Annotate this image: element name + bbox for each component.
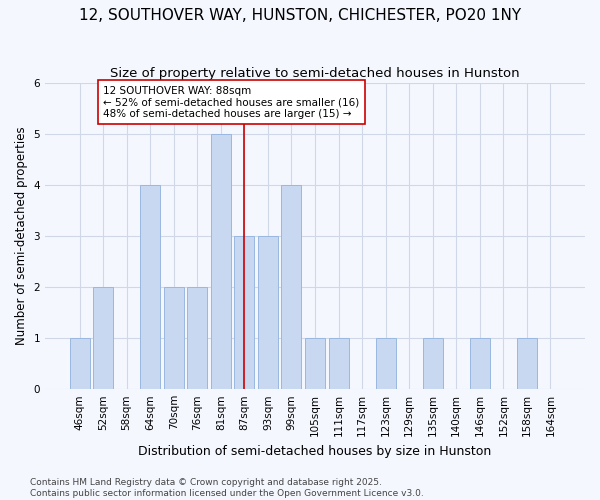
Text: 12 SOUTHOVER WAY: 88sqm
← 52% of semi-detached houses are smaller (16)
48% of se: 12 SOUTHOVER WAY: 88sqm ← 52% of semi-de… bbox=[103, 86, 359, 119]
Bar bbox=[305, 338, 325, 389]
Bar bbox=[376, 338, 395, 389]
Bar bbox=[235, 236, 254, 389]
Bar bbox=[470, 338, 490, 389]
Bar bbox=[164, 287, 184, 389]
Bar bbox=[70, 338, 89, 389]
Y-axis label: Number of semi-detached properties: Number of semi-detached properties bbox=[15, 127, 28, 346]
Bar bbox=[140, 185, 160, 389]
Title: Size of property relative to semi-detached houses in Hunston: Size of property relative to semi-detach… bbox=[110, 68, 520, 80]
Text: Contains HM Land Registry data © Crown copyright and database right 2025.
Contai: Contains HM Land Registry data © Crown c… bbox=[30, 478, 424, 498]
Bar bbox=[211, 134, 231, 389]
Bar bbox=[517, 338, 537, 389]
Bar bbox=[258, 236, 278, 389]
Text: 12, SOUTHOVER WAY, HUNSTON, CHICHESTER, PO20 1NY: 12, SOUTHOVER WAY, HUNSTON, CHICHESTER, … bbox=[79, 8, 521, 22]
Bar bbox=[423, 338, 443, 389]
Bar bbox=[329, 338, 349, 389]
X-axis label: Distribution of semi-detached houses by size in Hunston: Distribution of semi-detached houses by … bbox=[139, 444, 491, 458]
Bar bbox=[93, 287, 113, 389]
Bar bbox=[281, 185, 301, 389]
Bar bbox=[187, 287, 208, 389]
